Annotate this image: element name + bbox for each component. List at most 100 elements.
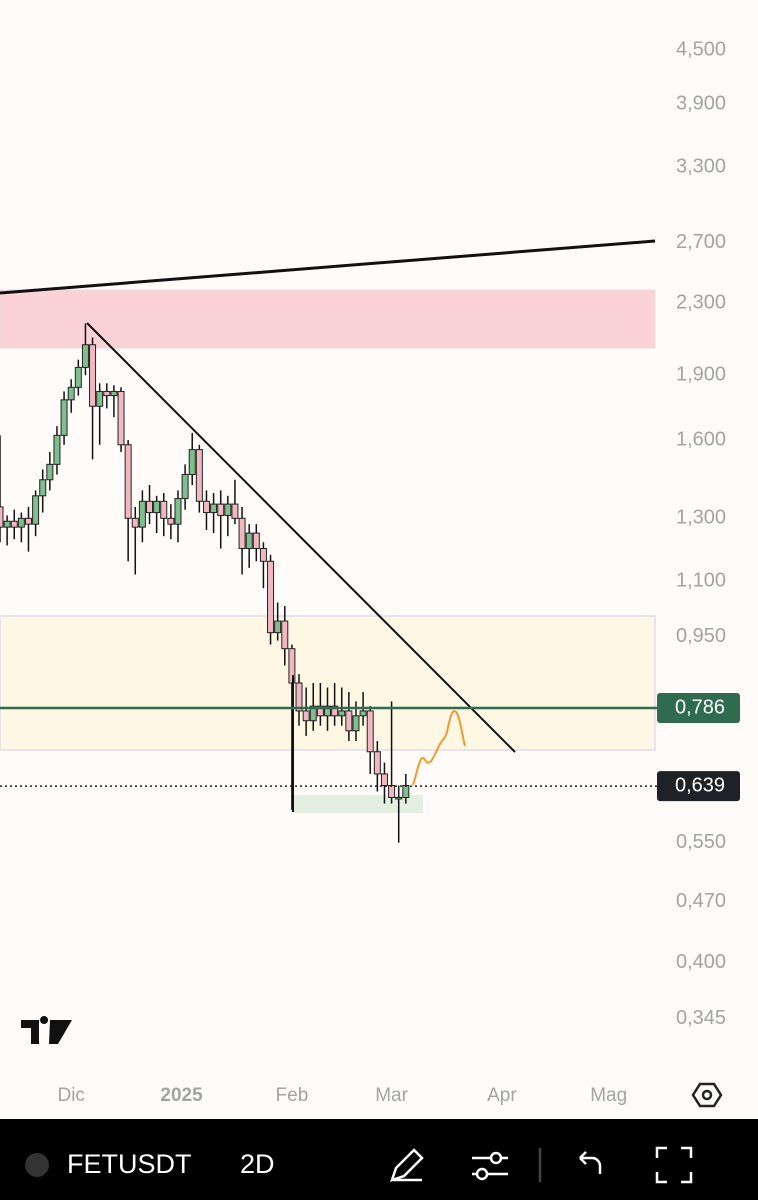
slider-knob[interactable] [475, 1167, 489, 1181]
candle-body [238, 517, 246, 550]
candle-body [74, 366, 82, 388]
y-tick-label: 3,300 [676, 155, 726, 177]
candle-body [331, 705, 339, 717]
trend-line [86, 322, 516, 753]
candle-body [252, 532, 260, 550]
candle-body [60, 399, 68, 436]
toolbar-icons [390, 1146, 693, 1184]
candle-body [267, 560, 275, 634]
trend-line [0, 239, 656, 295]
candle-body [103, 390, 111, 397]
y-tick-label: 1,600 [676, 428, 726, 450]
x-tick-label: Mar [375, 1085, 408, 1106]
logo [21, 1016, 72, 1044]
y-tick-label: 3,900 [676, 92, 726, 114]
x-tick-label: 2025 [160, 1085, 203, 1106]
y-tick-label: 0,345 [676, 1007, 726, 1029]
candle-body [309, 705, 317, 722]
candle-body [46, 463, 54, 481]
price-label: 0,786 [675, 696, 725, 718]
toolbar [0, 1119, 758, 1200]
y-tick-label: 1,100 [676, 570, 726, 592]
candle-body [0, 506, 4, 528]
candle-body [402, 785, 410, 798]
candle-body [10, 520, 18, 528]
pen-icon[interactable] [390, 1148, 424, 1182]
candle-body [160, 500, 168, 519]
candle-body [110, 390, 118, 397]
candle-body [195, 449, 203, 502]
y-tick-label: 0,950 [676, 625, 726, 647]
candle-body [316, 705, 324, 717]
candle-body [89, 344, 97, 407]
candle-body [146, 500, 154, 514]
candle-body [117, 390, 125, 446]
candle-body [24, 517, 32, 525]
candle-body [274, 620, 282, 634]
y-tick-label: 1,300 [676, 507, 726, 529]
candle-body [217, 503, 225, 516]
resistance-zone [0, 289, 656, 349]
settings-icon[interactable] [691, 1082, 723, 1108]
undo-icon[interactable] [579, 1151, 602, 1174]
slider-knob[interactable] [489, 1151, 503, 1165]
x-tick-label: Dic [57, 1085, 84, 1106]
icon-bg[interactable] [25, 1153, 49, 1177]
candle-body [17, 517, 25, 528]
candle-body [181, 474, 189, 500]
candle-body [345, 710, 353, 732]
candle-body [324, 705, 331, 717]
x-tick-label: Feb [276, 1085, 309, 1106]
candle-body [388, 785, 396, 798]
candle-body [202, 500, 210, 514]
candle-body [245, 532, 253, 550]
candle-body [174, 498, 182, 525]
candle-body [188, 449, 196, 476]
y-tick-label: 1,900 [676, 364, 726, 386]
x-tick-label: Apr [487, 1085, 517, 1106]
candle-body [39, 479, 47, 497]
candle-body [224, 503, 232, 516]
settings-hexagon[interactable] [691, 1082, 723, 1108]
x-tick-label: Mag [590, 1085, 627, 1106]
symbol-search-icon[interactable] [25, 1153, 49, 1177]
interval[interactable]: 2D [240, 1149, 275, 1179]
y-tick-label: 2,700 [676, 231, 726, 253]
settings-center[interactable] [701, 1089, 713, 1101]
price-label-box [657, 693, 740, 724]
y-tick-label: 0,400 [676, 951, 726, 973]
candle-body [338, 710, 346, 717]
candle-body [124, 444, 132, 519]
y-tick-label: 0,550 [676, 831, 726, 853]
symbol[interactable]: FETUSDT [67, 1149, 192, 1179]
fullscreen-icon[interactable] [655, 1146, 693, 1184]
candle-body [259, 548, 267, 562]
plot [0, 323, 410, 843]
projection-path [412, 710, 466, 786]
price-label-box [657, 771, 740, 802]
candle-body [395, 796, 403, 800]
candle-body [373, 751, 381, 775]
candle-body [366, 710, 374, 753]
y-tick-label: 2,300 [676, 291, 726, 313]
candle-body [380, 773, 388, 787]
candle-body [288, 648, 296, 684]
candle-body [67, 386, 75, 401]
candle-body [302, 710, 310, 722]
y-tick-label: 0,470 [676, 890, 726, 912]
candle-body [210, 503, 218, 514]
candle-body [81, 344, 89, 368]
candle-body [153, 500, 161, 514]
drawings [0, 239, 656, 812]
price-label: 0,639 [675, 774, 725, 796]
candle-body [167, 517, 175, 525]
small-zone [293, 795, 423, 813]
candle-body [231, 503, 239, 519]
candle-body [96, 390, 104, 407]
candle-body [131, 517, 139, 528]
candle-body [3, 520, 11, 528]
candle-body [53, 434, 61, 465]
